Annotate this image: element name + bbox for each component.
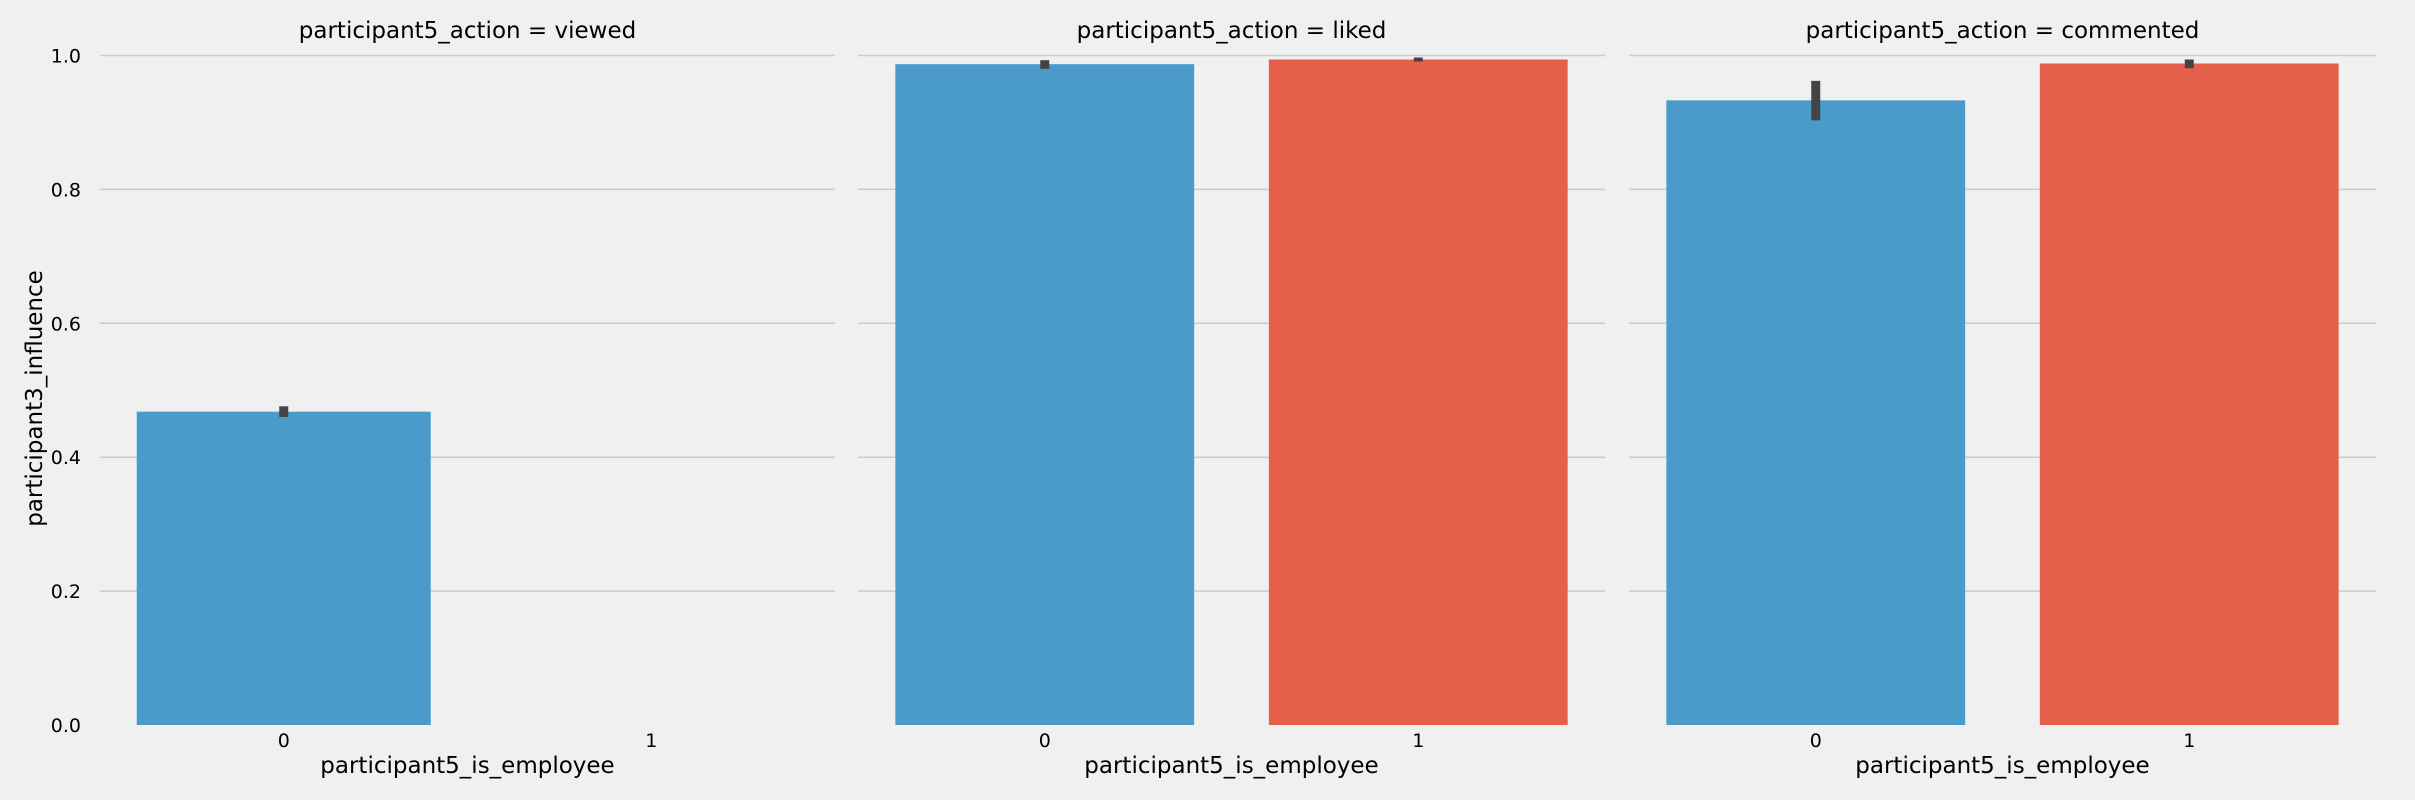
y-tick-label: 1.0	[51, 45, 81, 67]
x-tick-label: 1	[2183, 730, 2195, 752]
y-axis: participant3_influence	[22, 270, 48, 527]
facet-panel: participant5_action = viewed 0 1 participan…	[100, 18, 835, 779]
x-axis-label: participant5_is_employee	[1084, 753, 1378, 779]
x-tick-label: 1	[645, 730, 657, 752]
x-tick-label: 0	[1810, 730, 1822, 752]
facet-title: participant5_action = commented	[1806, 18, 2200, 44]
x-tick-label: 0	[1039, 730, 1051, 752]
x-tick-label: 0	[278, 730, 290, 752]
facet-title: participant5_action = liked	[1077, 18, 1387, 44]
bar	[895, 64, 1195, 726]
y-tick-label: 0.2	[51, 581, 81, 603]
x-tick-label: 1	[1412, 730, 1424, 752]
bar	[1268, 59, 1568, 725]
y-tick-label: 0.4	[51, 447, 81, 469]
y-tick-label: 0.8	[51, 179, 81, 201]
x-axis-label: participant5_is_employee	[1855, 753, 2149, 779]
bar	[136, 411, 431, 725]
facet-panel: participant5_action = commented 0 1 partici…	[1629, 18, 2376, 779]
y-tick-label: 0.6	[51, 313, 81, 335]
bar	[2039, 63, 2339, 725]
y-axis-label: participant3_influence	[22, 270, 48, 527]
facet-panel: participant5_action = liked 0 1 participant…	[858, 18, 1605, 779]
x-axis-label: participant5_is_employee	[320, 753, 614, 779]
y-tick-label: 0.0	[51, 715, 81, 737]
facet-title: participant5_action = viewed	[299, 18, 636, 44]
bar	[1666, 100, 1966, 725]
